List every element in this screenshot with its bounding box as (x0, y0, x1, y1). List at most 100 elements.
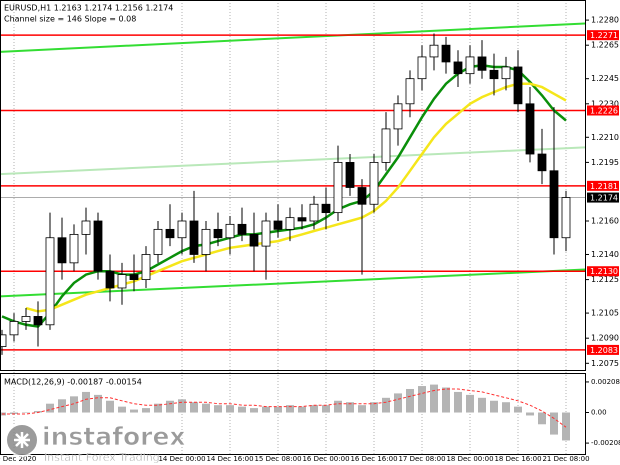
last-price-box (587, 192, 619, 203)
candle-body (453, 61, 463, 75)
macd-bar (502, 402, 510, 413)
logo-mark (14, 432, 30, 448)
macd-bar (382, 397, 390, 413)
x-tick-label: 16 Dec 16:00 (350, 455, 397, 463)
last-price-label: 1.2174 (590, 194, 618, 203)
macd-bar (154, 403, 162, 413)
macd-bar (298, 406, 306, 413)
macd-bar (406, 388, 414, 413)
candle-body (225, 223, 235, 239)
macd-bar (562, 412, 570, 441)
y-tick-label: 1.2230 (591, 99, 619, 108)
x-tick-label: 16 Dec 00:00 (302, 455, 349, 463)
macd-bar (538, 412, 546, 425)
candle-body (501, 66, 511, 80)
macd-bar (346, 402, 354, 413)
candle-body (381, 128, 391, 163)
macd-bar (442, 387, 450, 413)
candle-body (153, 228, 163, 255)
candle-body (561, 197, 571, 239)
macd-bar (394, 393, 402, 413)
candle-body (249, 233, 259, 247)
y-tick-label: 0.00208 (591, 378, 620, 386)
candle-body (405, 78, 415, 105)
candle-body (189, 220, 199, 255)
macd-bar (262, 406, 270, 413)
macd-bar (358, 405, 366, 413)
y-tick-label: 1.2245 (591, 74, 619, 83)
macd-bar (322, 405, 330, 413)
macd-bar (490, 400, 498, 413)
candle-body (117, 274, 127, 289)
moving-average (25, 82, 567, 313)
y-tick-label: 1.2090 (591, 334, 619, 343)
macd-bar (142, 408, 150, 413)
candle-body (57, 237, 67, 264)
x-tick-label: 14 Dec 16:00 (206, 455, 253, 463)
level-box (587, 180, 619, 191)
candle-body (165, 228, 175, 239)
level-label: 1.2130 (590, 267, 618, 276)
candle-body (9, 321, 19, 336)
candle-body (549, 170, 559, 239)
candle-body (21, 316, 31, 322)
macd-bar (202, 403, 210, 413)
macd-bar (430, 384, 438, 413)
x-tick-label: 17 Dec 08:00 (398, 455, 445, 463)
macd-bar (238, 406, 246, 413)
main-frame (0, 0, 586, 371)
macd-bar (550, 412, 558, 435)
candle-body (369, 161, 379, 205)
candle-body (69, 233, 79, 264)
x-tick-label: 14 Dec 00:00 (158, 455, 205, 463)
candle-body (537, 153, 547, 172)
x-tick-label: 10 Dec 2020 (0, 455, 36, 463)
level-label: 1.2271 (590, 31, 618, 40)
chart-subtitle: Channel size = 146 Slope = 0.08 (4, 15, 136, 24)
y-tick-label: 1.2125 (591, 275, 619, 284)
candle-body (0, 334, 7, 347)
candle-body (309, 203, 319, 222)
macd-bar (310, 405, 318, 413)
candle-body (237, 223, 247, 235)
candle-body (429, 44, 439, 58)
y-tick-label: 1.2265 (591, 41, 619, 50)
macd-bar (190, 402, 198, 413)
candle-body (81, 220, 91, 235)
y-tick-label: -0.00208 (591, 439, 620, 447)
y-tick-label: 1.2140 (591, 250, 619, 259)
macd-bar (226, 405, 234, 413)
macd-bar (454, 391, 462, 413)
macd-bar (466, 394, 474, 413)
candle-body (141, 254, 151, 280)
candle-body (285, 217, 295, 230)
macd-bar (286, 405, 294, 413)
candle-body (513, 66, 523, 105)
channel-line (0, 22, 586, 53)
macd-frame (0, 373, 586, 455)
candle-body (345, 161, 355, 188)
candle-body (93, 220, 103, 272)
candle-body (465, 56, 475, 75)
candle-body (489, 69, 499, 80)
candle-body (525, 103, 535, 155)
y-tick-label: 1.2160 (591, 216, 619, 225)
candle-body (213, 228, 223, 239)
candle-body (321, 203, 331, 214)
macd-bar (334, 400, 342, 413)
chart-title: EURUSD,H1 1.2163 1.2174 1.2156 1.2174 (4, 4, 173, 13)
y-tick-label: 1.2105 (591, 309, 619, 318)
candle-body (297, 217, 307, 222)
macd-bar (106, 400, 114, 413)
level-label: 1.2083 (590, 346, 618, 355)
macd-bar (178, 399, 186, 413)
x-tick-label: 21 Dec 08:00 (542, 455, 589, 463)
candle-body (393, 103, 403, 130)
candle-body (45, 237, 55, 326)
macd-bar (10, 412, 18, 414)
candle-body (105, 270, 115, 289)
macd-bar (166, 400, 174, 413)
brand: instaforex (42, 422, 186, 451)
